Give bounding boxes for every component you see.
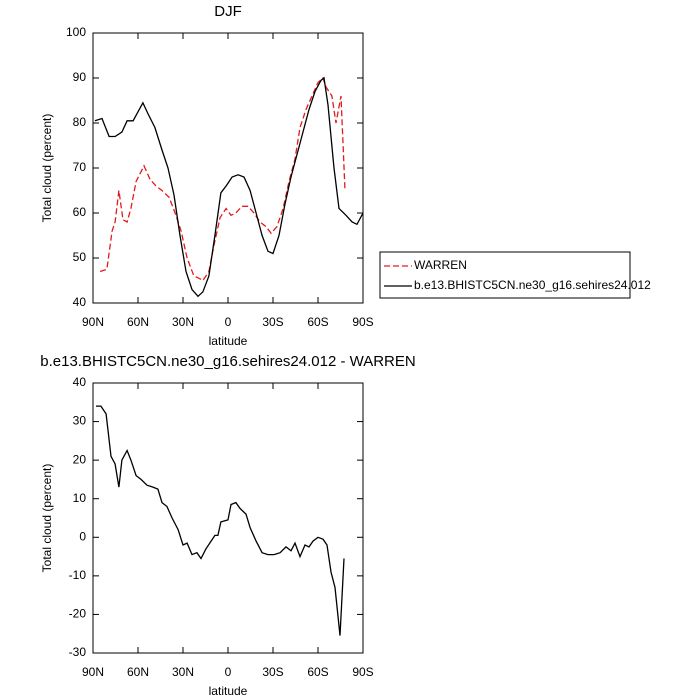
x-tick-label: 60S <box>307 315 328 329</box>
x-tick-label: 30S <box>262 315 283 329</box>
x-tick-label: 0 <box>225 665 232 679</box>
legend-box <box>379 251 631 299</box>
y-axis-label: Total cloud (percent) <box>40 114 54 223</box>
x-tick-label: 30N <box>172 315 194 329</box>
data-line <box>96 405 345 636</box>
y-tick-label: 50 <box>73 250 87 264</box>
x-tick-label: 90N <box>82 665 104 679</box>
x-axis-label: latitude <box>209 684 248 698</box>
y-tick-label: 20 <box>73 452 87 466</box>
chart-title: DJF <box>214 3 242 20</box>
x-tick-label: 0 <box>225 315 232 329</box>
x-tick-label: 60S <box>307 665 328 679</box>
y-tick-label: 90 <box>73 70 87 84</box>
x-tick-label: 90N <box>82 315 104 329</box>
data-line <box>94 76 364 298</box>
legend-label: b.e13.BHISTC5CN.ne30_g16.sehires24.012 <box>414 278 651 292</box>
y-tick-label: -20 <box>69 607 87 621</box>
y-tick-label: 100 <box>66 25 86 39</box>
y-tick-label: 70 <box>73 160 87 174</box>
y-tick-label: 10 <box>73 491 87 505</box>
x-tick-label: 30S <box>262 665 283 679</box>
legend-label: WARREN <box>414 258 467 272</box>
y-tick-label: 60 <box>73 205 87 219</box>
y-tick-label: 40 <box>73 295 87 309</box>
y-tick-label: 40 <box>73 375 87 389</box>
plot-frame <box>92 32 364 304</box>
y-axis-label: Total cloud (percent) <box>40 464 54 573</box>
x-tick-label: 30N <box>172 665 194 679</box>
chart-title: b.e13.BHISTC5CN.ne30_g16.sehires24.012 -… <box>40 353 415 370</box>
y-tick-label: 30 <box>73 414 87 428</box>
x-axis-label: latitude <box>209 334 248 348</box>
plot-frame <box>92 382 364 654</box>
y-tick-label: -10 <box>69 568 87 582</box>
x-tick-label: 90S <box>352 665 373 679</box>
x-tick-label: 90S <box>352 315 373 329</box>
x-tick-label: 60N <box>127 665 149 679</box>
y-tick-label: 80 <box>73 115 87 129</box>
y-tick-label: -30 <box>69 645 87 659</box>
x-tick-label: 60N <box>127 315 149 329</box>
y-tick-label: 0 <box>79 529 86 543</box>
data-line <box>99 76 346 282</box>
